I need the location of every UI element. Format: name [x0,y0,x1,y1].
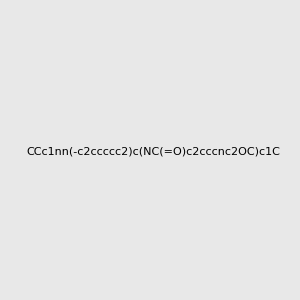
Text: CCc1nn(-c2ccccc2)c(NC(=O)c2cccnc2OC)c1C: CCc1nn(-c2ccccc2)c(NC(=O)c2cccnc2OC)c1C [27,146,281,157]
